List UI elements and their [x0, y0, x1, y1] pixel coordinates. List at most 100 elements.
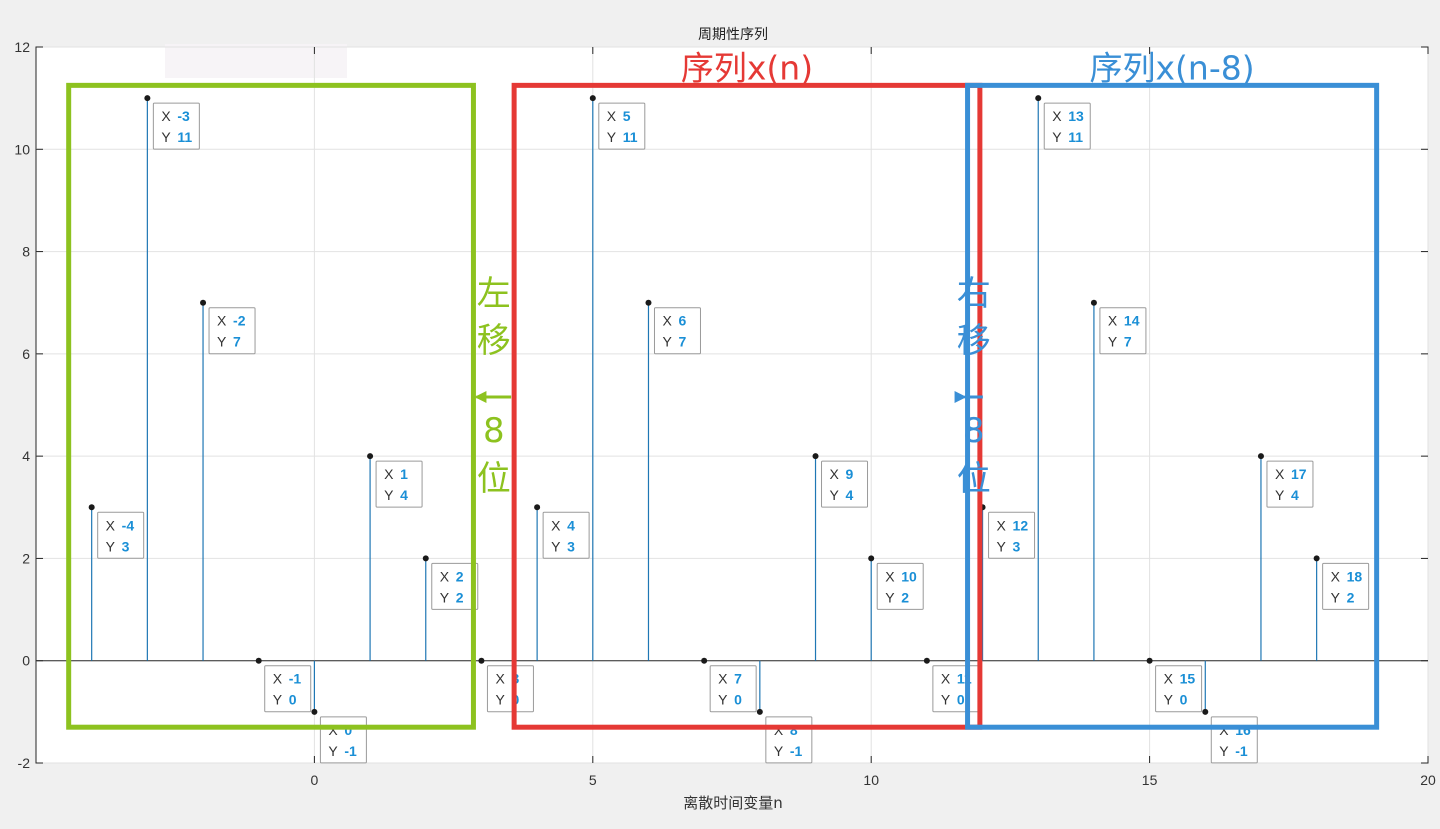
plot-area [35, 46, 1429, 764]
data-tip: X 16 Y -1 [1210, 716, 1258, 764]
data-tip-y-value: 2 [1347, 589, 1355, 605]
y-tick-label: 6 [22, 346, 30, 362]
data-tip-y-value: 0 [289, 692, 297, 708]
middle-box-label: 序列x(n) [681, 48, 813, 87]
data-tips: X -4Y 3X -3Y 11X -2Y 7X -1Y 0X 0Y -1X 1Y 4X 2Y 2X 3Y 0X 4… [97, 102, 1370, 764]
data-tip-x-value: 6 [678, 313, 686, 329]
data-tip-x-key: X [1331, 568, 1341, 584]
stem-marker [1257, 453, 1264, 460]
data-tip-x-key: X [440, 568, 450, 584]
data-tip-x-key: X [1275, 466, 1285, 482]
data-tip-box [152, 102, 200, 150]
data-tip-x-key: X [830, 466, 840, 482]
data-tip-box [319, 716, 367, 764]
right-box [965, 82, 1380, 730]
data-tip-box [1322, 562, 1370, 610]
left-shift-char: 位 [477, 459, 511, 499]
data-tip: X 4Y 3 [542, 511, 590, 559]
data-tip: X 6Y 7 [653, 307, 701, 355]
data-tip-x-value: 15 [1180, 671, 1196, 687]
data-tip-x-key: X [551, 517, 561, 533]
data-tip-y-value: -1 [344, 743, 357, 759]
left-shift-char: 左 [477, 274, 511, 314]
data-tip-y-key: Y [1108, 334, 1118, 350]
data-tip-y-value: 4 [846, 487, 854, 503]
data-tip-box [375, 460, 423, 508]
data-tip-y-key: Y [997, 538, 1007, 554]
data-tip-box [598, 102, 646, 150]
annotation-boxes: 序列x(n) 序列x(n-8) [66, 48, 1380, 730]
data-tip-y-key: Y [607, 129, 617, 145]
data-tip-box [1155, 665, 1203, 713]
data-tip-y-value: 3 [122, 538, 130, 554]
data-tip: X 15 Y 0 [1155, 665, 1203, 713]
data-tip: X 13 Y 11 [1043, 102, 1091, 150]
data-tip-box [821, 460, 869, 508]
data-tip-y-value: 0 [734, 692, 742, 708]
data-tip-y-value: -1 [790, 743, 803, 759]
stem-marker [923, 657, 930, 664]
data-tip: X 14 Y 7 [1099, 307, 1147, 355]
right-shift-char: 移 [957, 321, 991, 361]
x-tick-label: 10 [863, 772, 879, 788]
data-tip-y-key: Y [830, 487, 840, 503]
data-tip-y-value: 7 [1124, 334, 1132, 350]
data-tip-y-value: 4 [400, 487, 408, 503]
y-tick-label: 8 [22, 244, 30, 260]
data-tip-x-value: 17 [1291, 466, 1307, 482]
data-tip-x-key: X [217, 313, 227, 329]
data-tip-x-key: X [1219, 722, 1229, 738]
data-tip-box [542, 511, 590, 559]
left-shift-arrow-head [474, 391, 487, 403]
data-tip: X 9Y 4 [821, 460, 869, 508]
data-tip-y-value: 4 [1291, 487, 1299, 503]
data-tip-x-value: 5 [623, 108, 631, 124]
data-tip-y-key: Y [885, 589, 895, 605]
data-tip-y-key: Y [718, 692, 728, 708]
data-tip-x-key: X [495, 671, 505, 687]
stem-marker [534, 504, 541, 511]
y-tick-label: 10 [14, 141, 30, 157]
stem-marker [478, 657, 485, 664]
data-tip: X 8Y -1 [765, 716, 813, 764]
data-tip-x-value: 12 [1013, 517, 1029, 533]
data-tip-y-key: Y [1164, 692, 1174, 708]
data-tip-x-key: X [607, 108, 617, 124]
stem-marker [1035, 95, 1042, 102]
stem-marker [1090, 299, 1097, 306]
data-tip-x-key: X [941, 671, 951, 687]
data-tip-y-key: Y [551, 538, 561, 554]
data-tip-y-value: 7 [678, 334, 686, 350]
data-tip-y-value: -1 [1235, 743, 1248, 759]
data-tip-y-value: 11 [1068, 129, 1083, 145]
data-tip-x-value: 8 [790, 722, 798, 738]
x-tick-label: 15 [1142, 772, 1158, 788]
data-tip-x-key: X [161, 108, 171, 124]
data-tip: X 10 Y 2 [876, 562, 924, 610]
data-tip-x-key: X [774, 722, 784, 738]
data-tip: X 7Y 0 [709, 665, 757, 713]
stem-marker [200, 299, 207, 306]
data-tip-x-value: 7 [734, 671, 742, 687]
data-tip-y-key: Y [440, 589, 450, 605]
chart-title: 周期性序列 [698, 27, 768, 43]
data-tip-box [932, 665, 980, 713]
data-tip-y-key: Y [495, 692, 505, 708]
stem-marker [645, 299, 652, 306]
data-tip-box [653, 307, 701, 355]
y-tick-label: 12 [14, 39, 30, 55]
y-tick-label: 4 [22, 448, 30, 464]
data-tip-x-value: -1 [289, 671, 302, 687]
data-tip-box [208, 307, 256, 355]
data-tip: X -4 Y 3 [97, 511, 145, 559]
data-tip-box [1266, 460, 1314, 508]
data-tip-x-key: X [662, 313, 672, 329]
data-tip: X 3Y 0 [486, 665, 534, 713]
data-tip: X 18 Y 2 [1322, 562, 1370, 610]
left-box [66, 82, 476, 730]
data-tip-y-key: Y [384, 487, 394, 503]
x-axis-title: 离散时间变量n [683, 794, 783, 812]
data-tip-x-value: 13 [1068, 108, 1084, 124]
data-tip: X -1 Y 0 [264, 665, 312, 713]
